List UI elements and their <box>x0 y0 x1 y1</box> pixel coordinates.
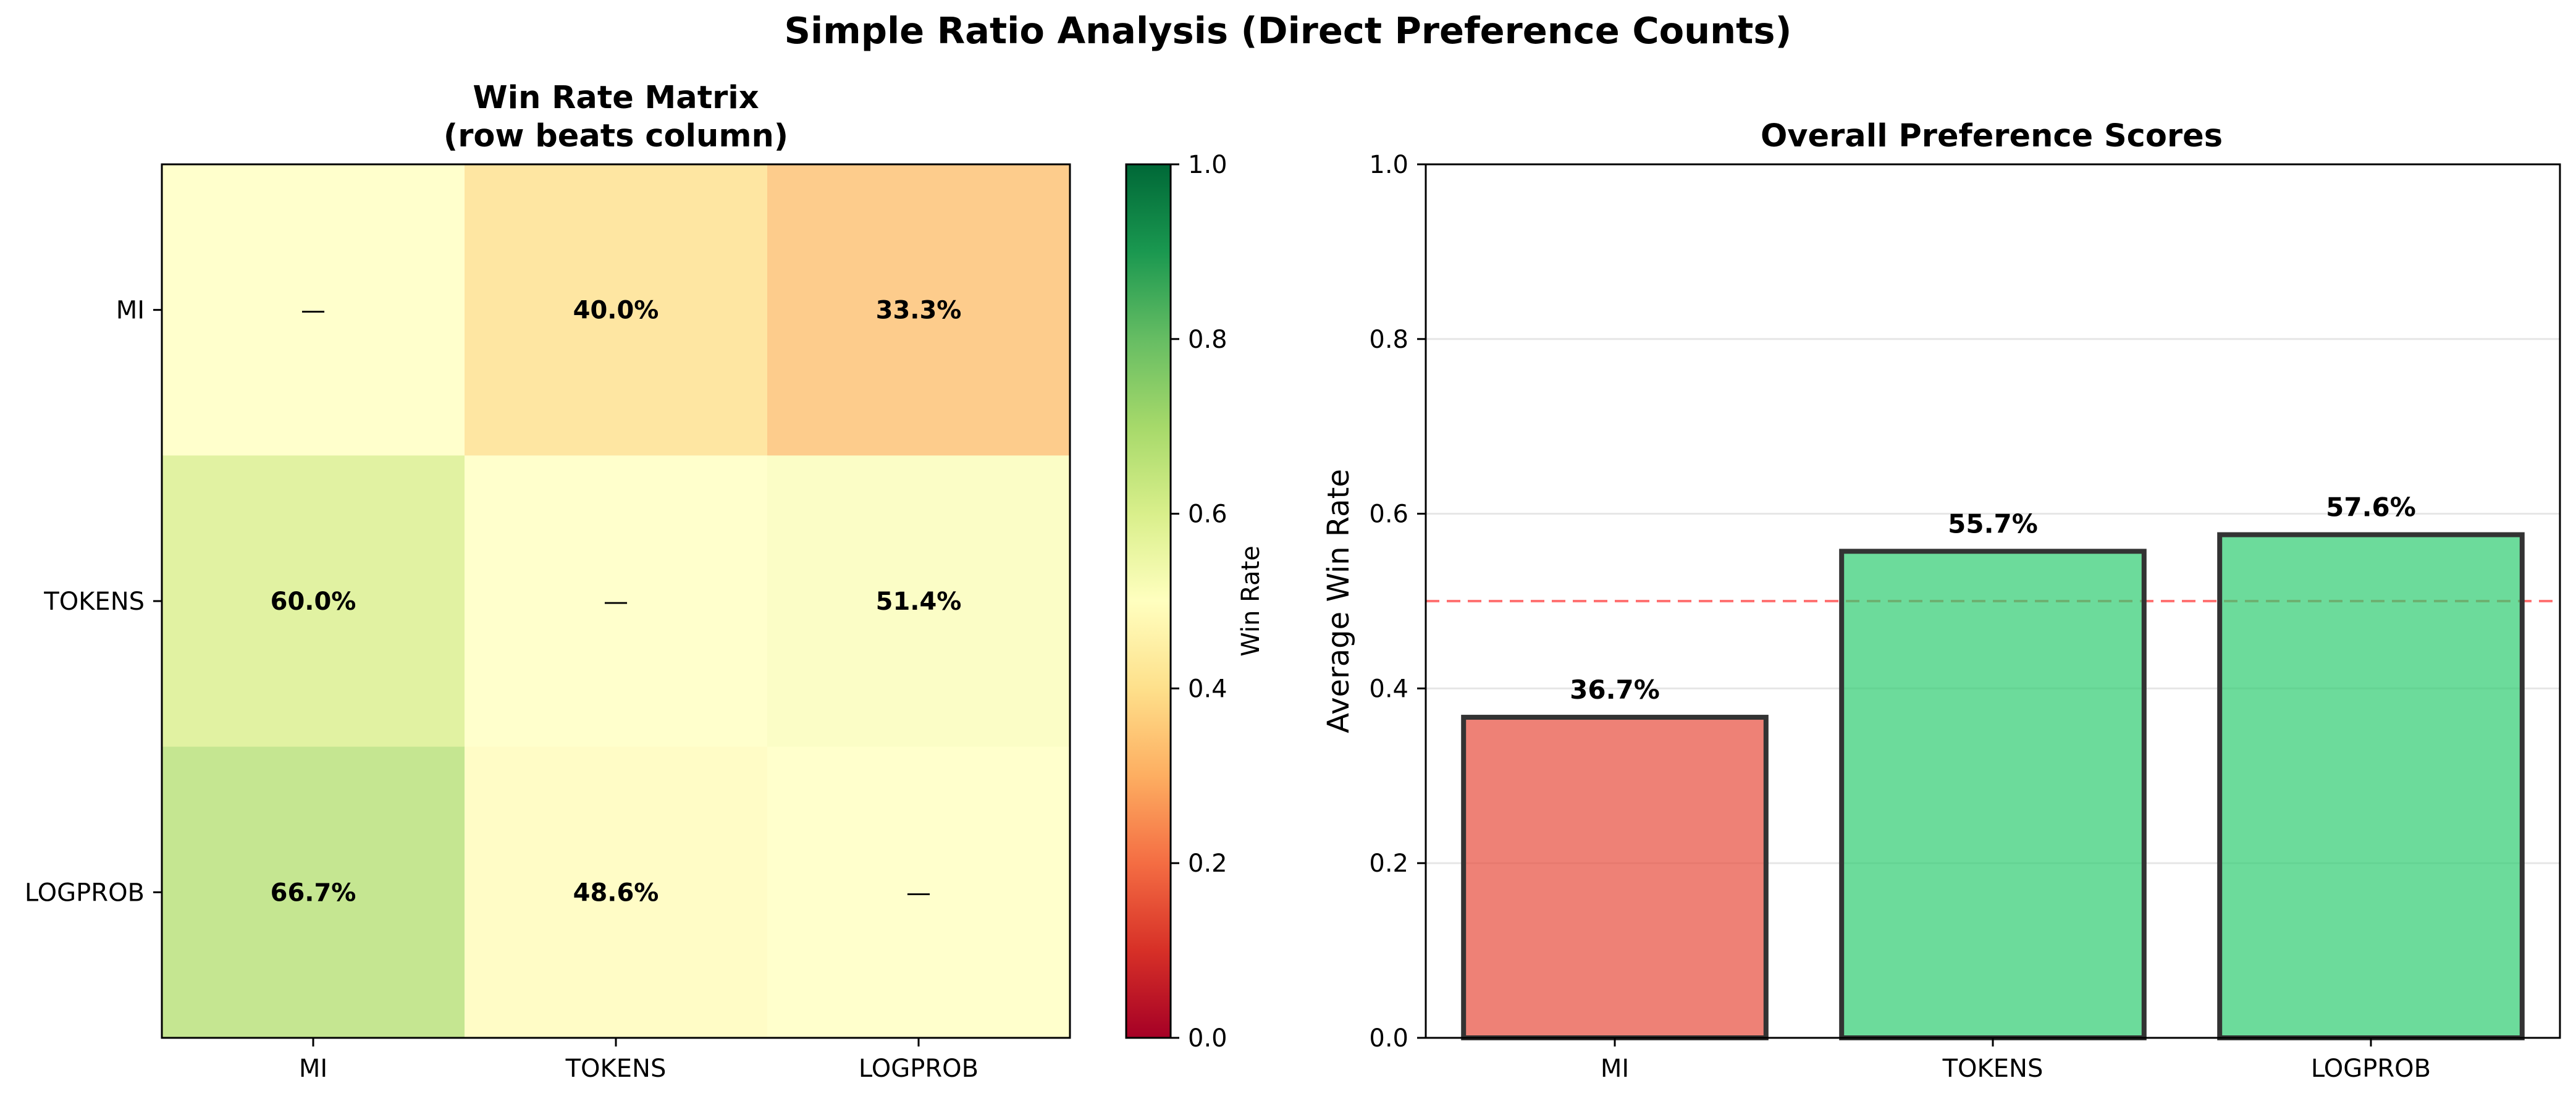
bar-chart-title: Overall Preference Scores <box>1761 118 2223 154</box>
bar-chart-ylabel: Average Win Rate <box>1321 469 1356 733</box>
heatmap-title-line1: Win Rate Matrix <box>473 80 759 116</box>
bar-y-tick-label: 0.6 <box>1369 500 1408 529</box>
heatmap-cell <box>465 455 768 747</box>
heatmap-cell-label: 66.7% <box>271 878 356 907</box>
heatmap-x-tick-label: LOGPROB <box>859 1055 979 1083</box>
heatmap-cell <box>465 164 768 456</box>
bar-value-labels: 36.7% 55.7% 57.6% <box>1570 492 2416 705</box>
heatmap-ticks: MI TOKENS LOGPROB MI TOKENS LOGPROB <box>25 297 979 1083</box>
bar-y-tick-label: 0.4 <box>1369 675 1408 703</box>
heatmap-cell <box>162 746 465 1038</box>
heatmap-cell <box>162 455 465 747</box>
colorbar-ticks: 0.0 0.2 0.4 0.6 0.8 1.0 <box>1171 151 1227 1053</box>
colorbar-tick-label: 0.8 <box>1188 326 1227 354</box>
colorbar: 0.0 0.2 0.4 0.6 0.8 1.0 Win Rate <box>1125 151 1265 1053</box>
heatmap-cell-label: 33.3% <box>876 297 962 325</box>
bar-value-label: 57.6% <box>2326 492 2416 523</box>
figure-title: Simple Ratio Analysis (Direct Preference… <box>785 9 1792 52</box>
bar-x-tick-label: TOKENS <box>1942 1055 2044 1083</box>
bar <box>1839 549 2147 1040</box>
heatmap-cell <box>465 746 768 1038</box>
bar-y-tick-label: 0.0 <box>1369 1024 1408 1053</box>
heatmap-cell-labels: — 40.0% 33.3% 60.0% — 51.4% 66.7% 48.6% — <box>271 297 962 907</box>
bar-chart-panel: Overall Preference Scores 36.7% 55.7% 57.6… <box>1321 118 2561 1083</box>
heatmap-cell-label: 40.0% <box>573 297 659 325</box>
colorbar-label: Win Rate <box>1237 545 1265 657</box>
bar-value-label: 55.7% <box>1948 508 2038 539</box>
heatmap-cell-label: — <box>604 587 628 616</box>
colorbar-gradient <box>1125 163 1172 1039</box>
heatmap-y-tick-label: MI <box>116 297 145 325</box>
bar-y-tick-label: 1.0 <box>1369 151 1408 179</box>
colorbar-tick-label: 0.2 <box>1188 849 1227 878</box>
bar-chart-ticks: 0.0 0.2 0.4 0.6 0.8 1.0 MI TOKENS LOGPROB <box>1369 151 2431 1083</box>
heatmap-cell-label: — <box>301 297 326 325</box>
heatmap-cell <box>767 164 1071 456</box>
bar <box>2217 532 2525 1040</box>
colorbar-tick-label: 0.6 <box>1188 500 1227 529</box>
heatmap-y-tick-label: TOKENS <box>43 587 145 616</box>
heatmap-title-line2: (row beats column) <box>444 118 788 154</box>
colorbar-tick-label: 0.0 <box>1188 1024 1227 1053</box>
heatmap-cell <box>767 455 1071 747</box>
heatmap-cell-label: 48.6% <box>573 878 659 907</box>
heatmap-panel: Win Rate Matrix (row beats column) — 40.0… <box>25 80 1071 1083</box>
heatmap-x-tick-label: MI <box>299 1055 327 1083</box>
heatmap-cell-label: 60.0% <box>271 587 356 616</box>
bar-x-tick-label: LOGPROB <box>2311 1055 2431 1083</box>
heatmap-cell <box>767 746 1071 1038</box>
colorbar-tick-label: 1.0 <box>1188 151 1227 179</box>
bar <box>1461 715 1769 1040</box>
bar-y-tick-label: 0.8 <box>1369 326 1408 354</box>
heatmap-cell-label: — <box>906 878 931 907</box>
heatmap-cell-label: 51.4% <box>876 587 962 616</box>
bar-y-tick-label: 0.2 <box>1369 849 1408 878</box>
bar-x-tick-label: MI <box>1601 1055 1629 1083</box>
bar-value-label: 36.7% <box>1570 675 1660 705</box>
heatmap-cell <box>162 164 465 456</box>
bar-chart-bars <box>1461 532 2525 1040</box>
colorbar-tick-label: 0.4 <box>1188 675 1227 703</box>
heatmap-y-tick-label: LOGPROB <box>25 878 145 907</box>
heatmap-cells <box>162 164 1071 1038</box>
heatmap-x-tick-label: TOKENS <box>565 1055 667 1083</box>
